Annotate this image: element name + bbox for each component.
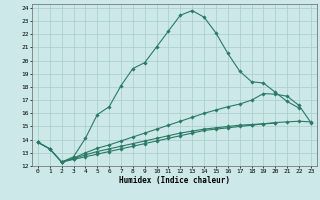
X-axis label: Humidex (Indice chaleur): Humidex (Indice chaleur) [119, 176, 230, 185]
